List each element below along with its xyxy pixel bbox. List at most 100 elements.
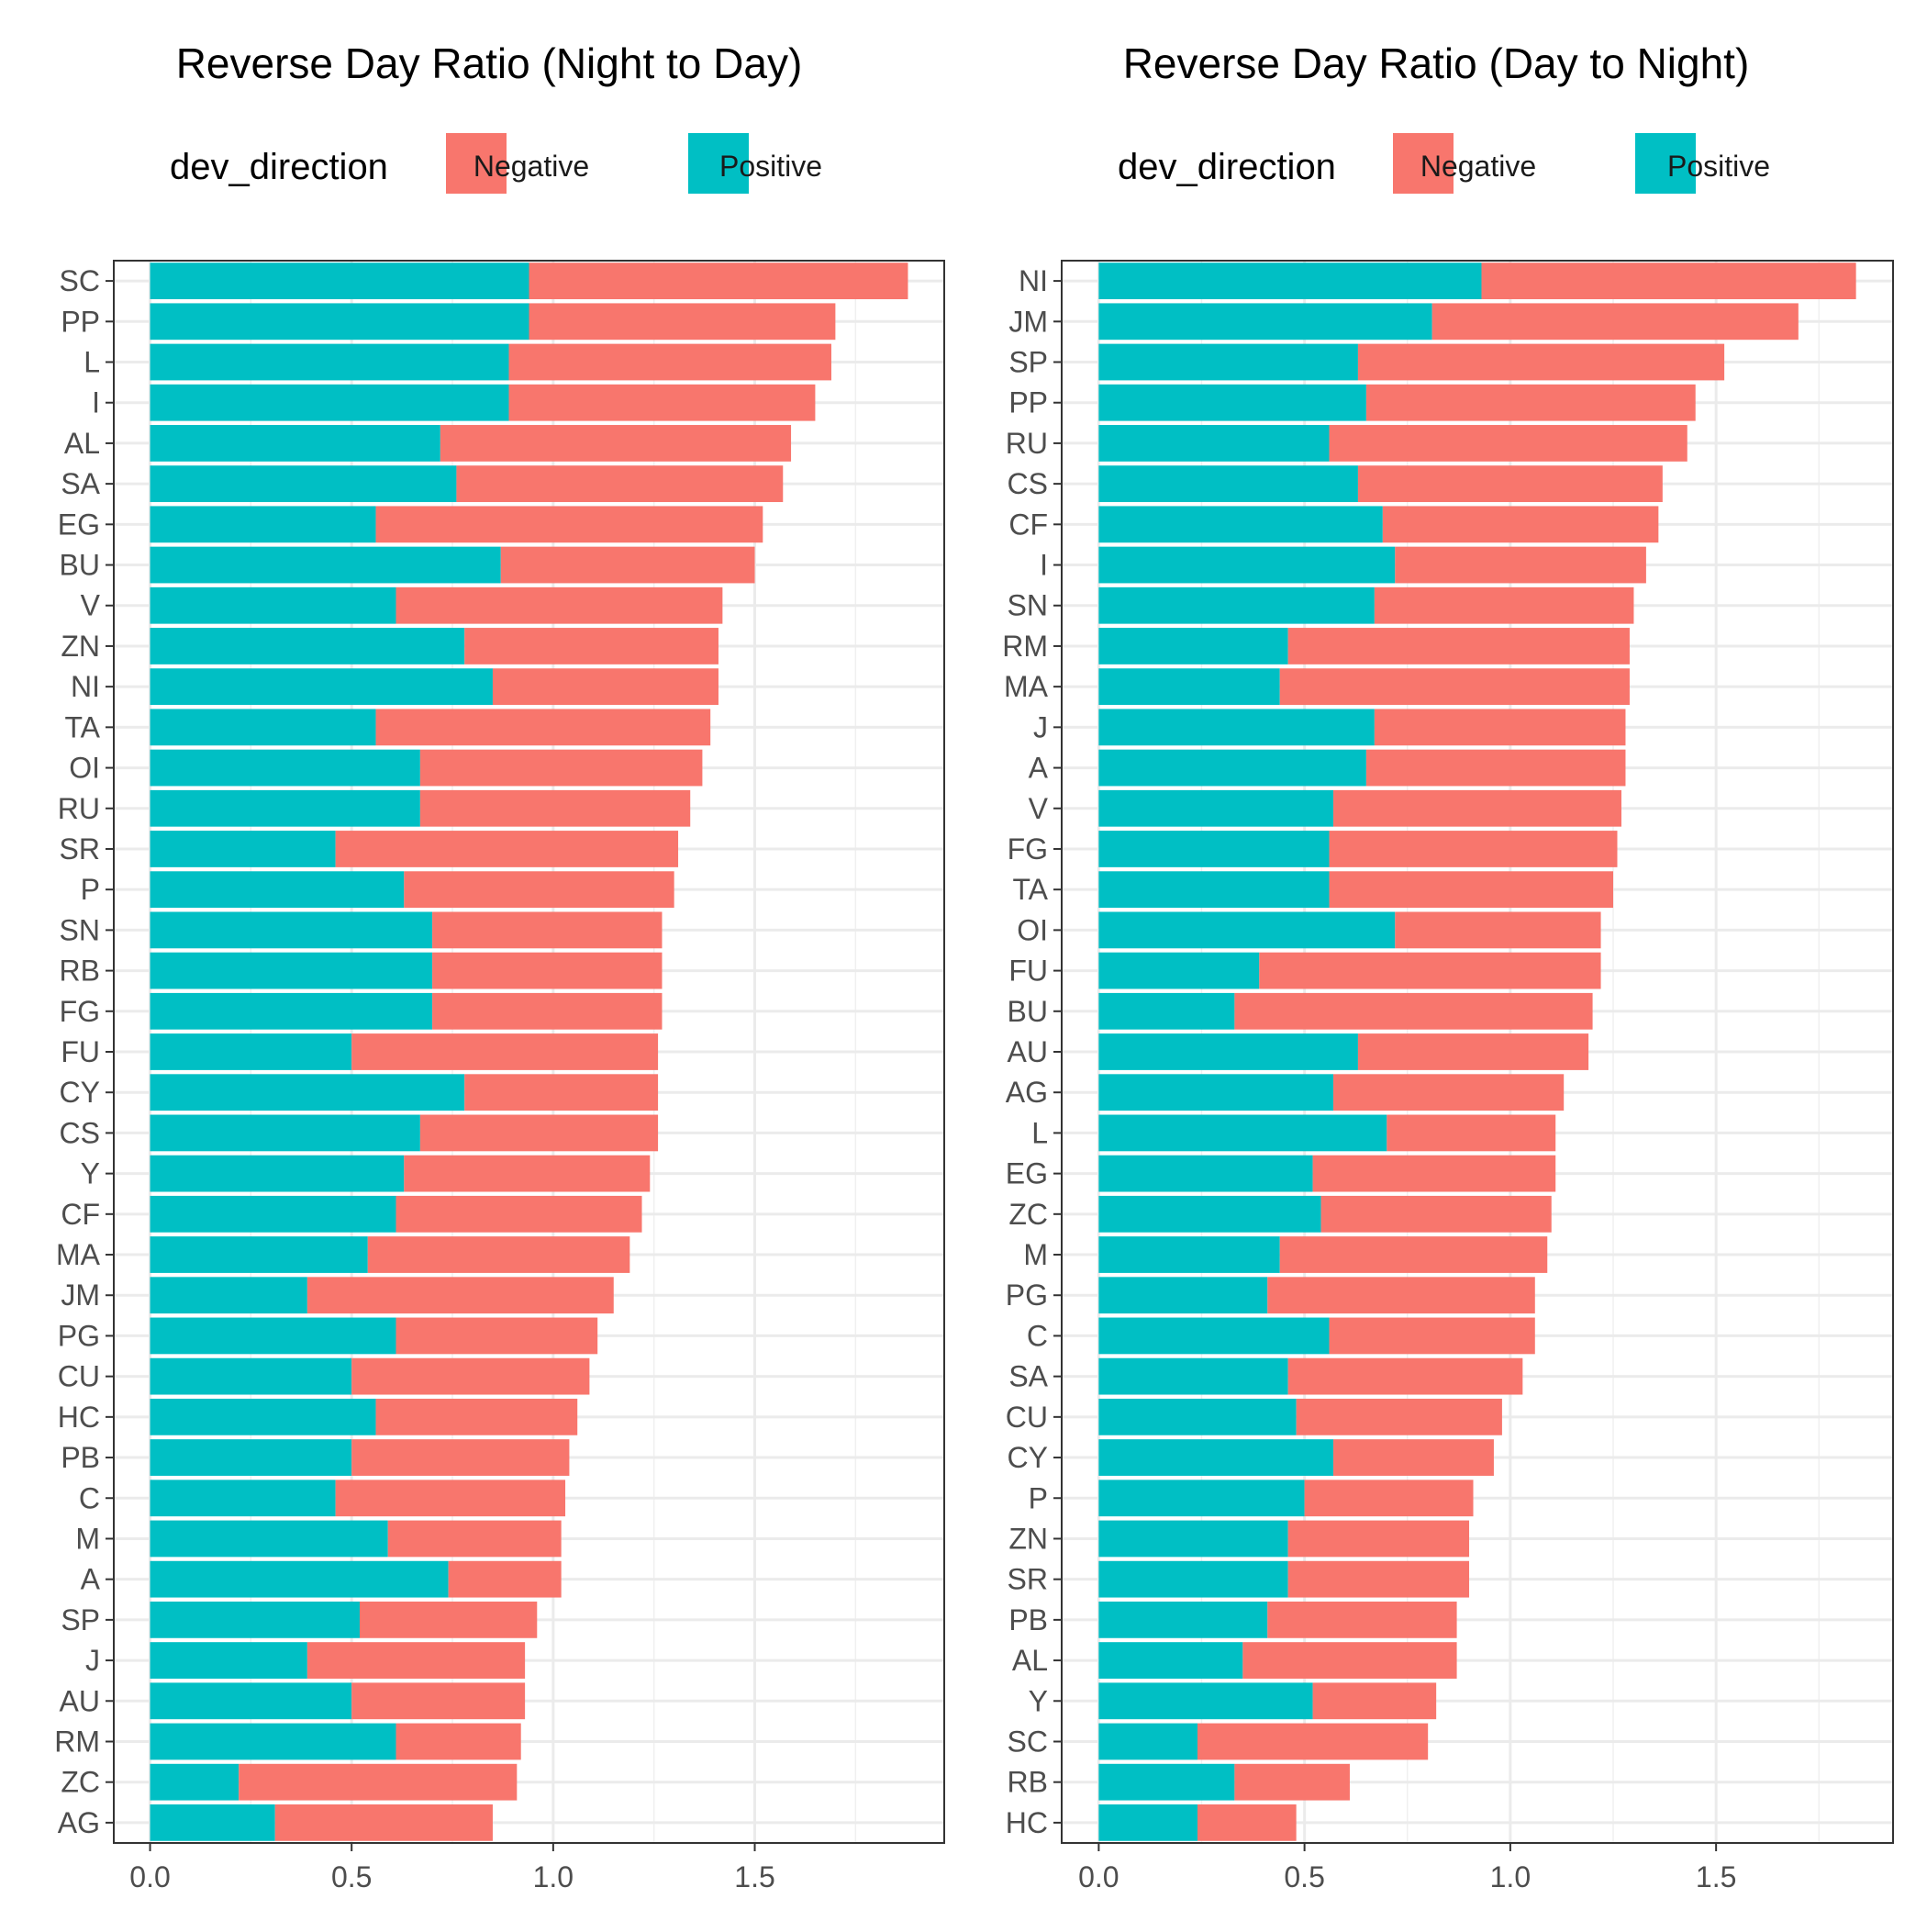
y-tick-label-SP: SP bbox=[1008, 346, 1048, 379]
bar-negative-PB bbox=[351, 1439, 570, 1476]
bar-positive-M bbox=[1098, 1236, 1280, 1273]
bar-positive-FG bbox=[1098, 831, 1330, 867]
y-tick-label-CS: CS bbox=[1008, 467, 1048, 500]
bar-positive-BU bbox=[1098, 992, 1235, 1030]
bar-positive-Y bbox=[1098, 1682, 1313, 1720]
bar-negative-AU bbox=[1357, 1033, 1589, 1070]
bar-negative-ZC bbox=[239, 1763, 518, 1801]
legend: dev_direction Negative Positive bbox=[1118, 133, 1770, 194]
bar-negative-M bbox=[1279, 1236, 1548, 1273]
bar-negative-JM bbox=[306, 1277, 614, 1314]
bar-positive-FG bbox=[150, 992, 433, 1030]
y-tick-label-L: L bbox=[1031, 1116, 1048, 1149]
bar-positive-P bbox=[1098, 1480, 1305, 1517]
bar-negative-RU bbox=[419, 789, 691, 827]
legend-title: dev_direction bbox=[1118, 147, 1336, 187]
y-tick-label-C: C bbox=[79, 1481, 100, 1514]
y-tick-label-ZC: ZC bbox=[61, 1766, 100, 1799]
bar-positive-NI bbox=[150, 668, 493, 706]
bar-positive-CF bbox=[1098, 506, 1383, 543]
bar-negative-RM bbox=[1287, 628, 1630, 664]
bar-positive-AU bbox=[1098, 1033, 1358, 1070]
bar-positive-SA bbox=[150, 465, 457, 503]
bar-positive-AG bbox=[1098, 1074, 1334, 1111]
y-tick-label-CY: CY bbox=[60, 1076, 100, 1109]
bar-positive-SC bbox=[1098, 1723, 1198, 1760]
bar-negative-NI bbox=[492, 668, 718, 706]
y-tick-label-SR: SR bbox=[1008, 1563, 1048, 1596]
y-tick-label-CY: CY bbox=[1008, 1441, 1048, 1474]
y-tick-label-A: A bbox=[1029, 752, 1049, 785]
bar-positive-L bbox=[1098, 1114, 1387, 1152]
y-tick-label-RU: RU bbox=[58, 792, 100, 825]
y-tick-label-MA: MA bbox=[1004, 670, 1049, 703]
bar-negative-NI bbox=[1481, 262, 1856, 299]
y-tick-label-Y: Y bbox=[1029, 1684, 1048, 1717]
bar-positive-CU bbox=[150, 1357, 352, 1395]
y-axis: NI JM SP PP RU CS CF I SN RM MA JAV FG TA OI FU BU AU AG LE… bbox=[1002, 264, 1062, 1839]
bar-positive-V bbox=[150, 586, 396, 624]
x-tick-label: 1.0 bbox=[1490, 1860, 1531, 1893]
y-tick-label-BU: BU bbox=[1008, 995, 1048, 1028]
bar-positive-PP bbox=[1098, 384, 1366, 421]
bar-negative-P bbox=[1304, 1480, 1474, 1517]
bar-positive-RM bbox=[150, 1723, 396, 1760]
bar-negative-BU bbox=[500, 546, 755, 584]
bar-negative-AU bbox=[351, 1682, 526, 1720]
bar-negative-PB bbox=[1267, 1601, 1457, 1638]
bar-positive-NI bbox=[1098, 262, 1482, 299]
bar-negative-ZC bbox=[1320, 1195, 1552, 1233]
bar-negative-SN bbox=[432, 911, 663, 949]
x-axis: 0.0 0.5 1.0 1.5 bbox=[129, 1843, 775, 1893]
bar-positive-JM bbox=[150, 1277, 307, 1314]
bar-negative-AG bbox=[274, 1804, 493, 1841]
y-tick-label-A: A bbox=[81, 1563, 101, 1596]
bar-positive-RU bbox=[1098, 425, 1330, 462]
bar-positive-J bbox=[1098, 709, 1375, 746]
bar-negative-CF bbox=[395, 1195, 642, 1233]
bar-positive-RM bbox=[1098, 628, 1288, 664]
bar-negative-SP bbox=[359, 1601, 538, 1638]
bar-negative-CY bbox=[464, 1074, 659, 1111]
x-axis: 0.0 0.5 1.0 1.5 bbox=[1078, 1843, 1736, 1893]
y-tick-label-MA: MA bbox=[56, 1238, 101, 1271]
bar-negative-A bbox=[1365, 749, 1626, 787]
y-tick-label-SA: SA bbox=[61, 467, 100, 500]
bar-negative-V bbox=[1333, 789, 1621, 827]
y-tick-label-HC: HC bbox=[58, 1401, 100, 1434]
bar-negative-L bbox=[508, 343, 831, 381]
bar-positive-A bbox=[150, 1560, 449, 1598]
chart-title: Reverse Day Ratio (Day to Night) bbox=[1123, 39, 1750, 87]
legend-key-negative bbox=[446, 133, 507, 194]
x-tick-label: 0.0 bbox=[1078, 1860, 1119, 1893]
y-tick-label-M: M bbox=[1023, 1238, 1048, 1271]
y-tick-label-ZN: ZN bbox=[1008, 1522, 1048, 1555]
bar-positive-MA bbox=[150, 1236, 368, 1273]
bar-negative-SR bbox=[1287, 1560, 1470, 1598]
bar-negative-PG bbox=[1267, 1277, 1535, 1314]
bar-positive-CF bbox=[150, 1195, 396, 1233]
bar-negative-BU bbox=[1234, 992, 1593, 1030]
bar-positive-CY bbox=[1098, 1439, 1334, 1476]
bar-positive-SR bbox=[150, 831, 336, 867]
y-tick-label-V: V bbox=[1029, 792, 1049, 825]
y-tick-label-SC: SC bbox=[60, 264, 100, 297]
bar-negative-FU bbox=[351, 1033, 659, 1070]
bar-negative-PP bbox=[1365, 384, 1696, 421]
bar-positive-AL bbox=[150, 425, 440, 462]
y-tick-label-EG: EG bbox=[1006, 1157, 1048, 1190]
legend-title: dev_direction bbox=[170, 147, 388, 187]
y-tick-label-C: C bbox=[1027, 1319, 1048, 1352]
y-tick-label-JM: JM bbox=[61, 1279, 100, 1312]
bar-negative-SC bbox=[529, 262, 908, 299]
bar-positive-ZN bbox=[150, 628, 465, 664]
bar-positive-J bbox=[150, 1642, 307, 1679]
chart-panel-2: Reverse Day Ratio (Day to Night) dev_dire… bbox=[1002, 39, 1894, 1893]
bar-positive-AL bbox=[1098, 1642, 1243, 1679]
y-tick-label-ZC: ZC bbox=[1008, 1198, 1048, 1231]
y-tick-label-SN: SN bbox=[1008, 589, 1048, 622]
bar-negative-MA bbox=[1279, 668, 1630, 706]
bar-negative-M bbox=[387, 1520, 562, 1558]
chart-title: Reverse Day Ratio (Night to Day) bbox=[176, 39, 803, 87]
bar-positive-A bbox=[1098, 749, 1366, 787]
